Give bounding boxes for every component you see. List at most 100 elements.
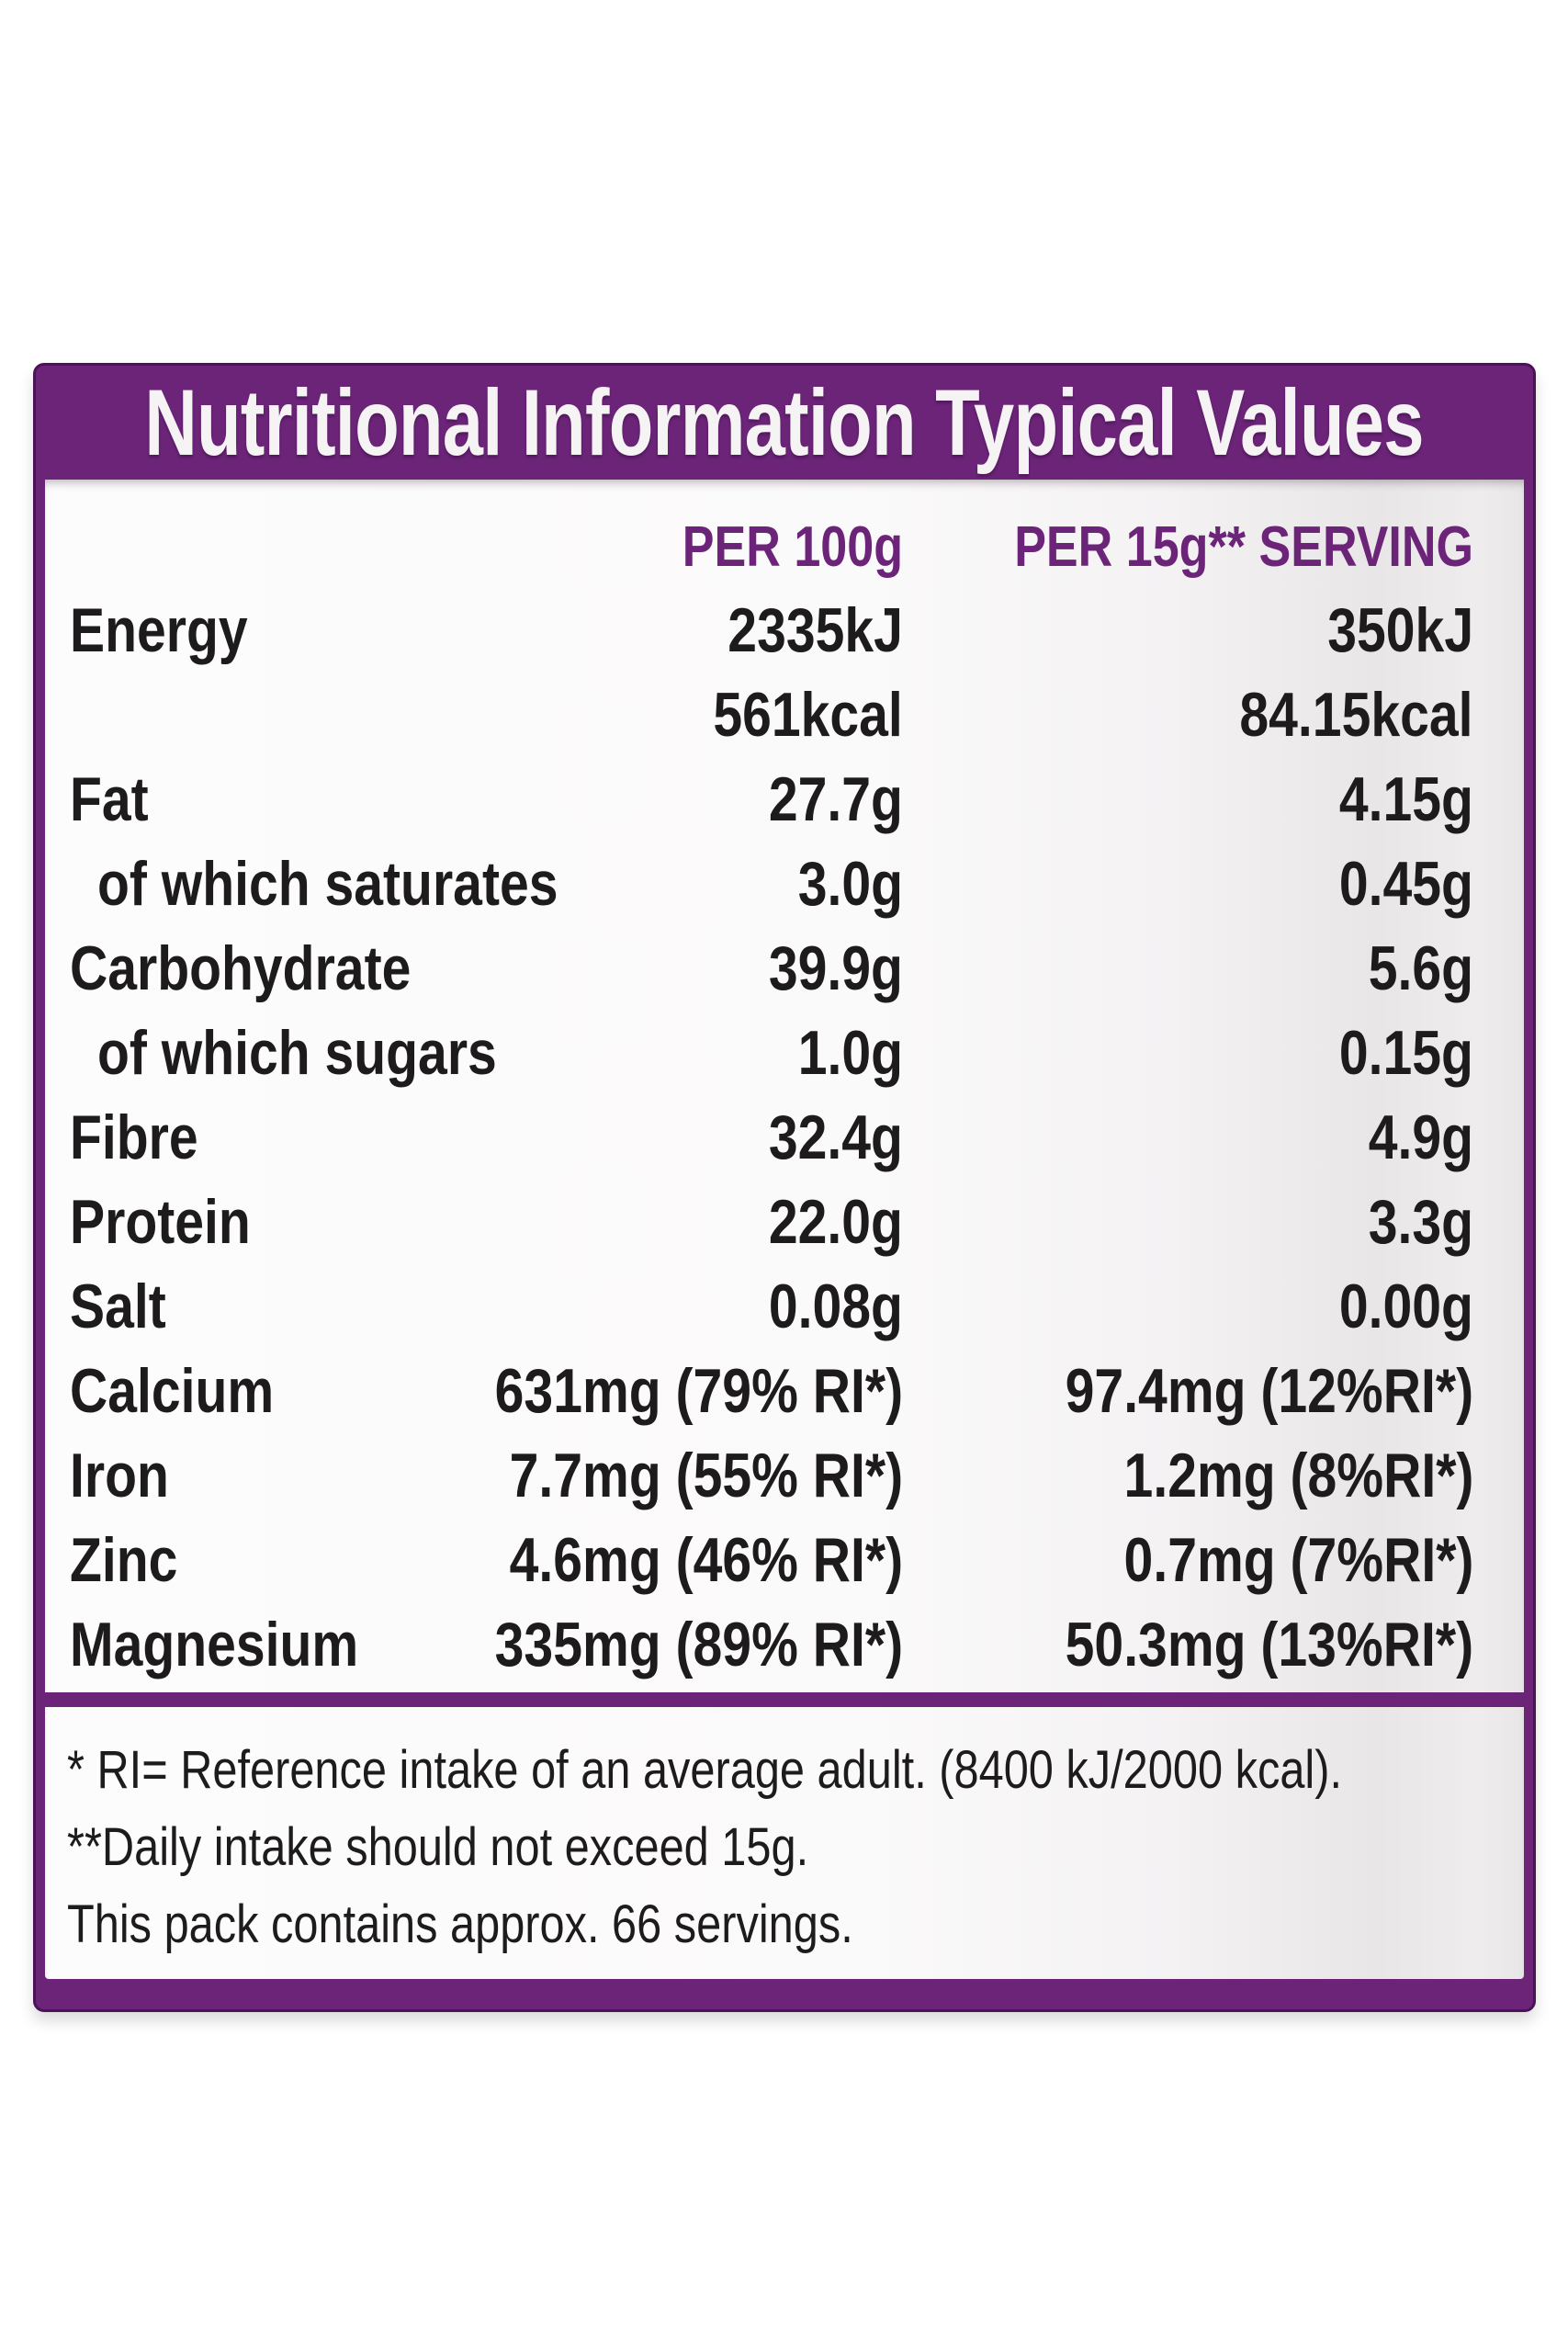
nutrient-name: Carbohydrate — [70, 933, 412, 1003]
per-serving-value: 0.15g — [1338, 1018, 1473, 1088]
per-serving-value-cell: 1.2mg (8%RI*) — [903, 1433, 1524, 1518]
per-100g-value-cell: 561kcal — [592, 673, 903, 757]
column-header-per-100g: PER 100g — [592, 480, 903, 588]
nutrient-name-cell: Carbohydrate — [45, 926, 592, 1011]
column-header-per-100g-label: PER 100g — [682, 514, 903, 579]
nutrient-name: Fibre — [70, 1102, 198, 1172]
nutrient-name: Fat — [70, 764, 149, 834]
table-row: of which sugars 1.0g 0.15g — [45, 1011, 1524, 1095]
per-100g-value: 3.0g — [797, 849, 903, 919]
per-serving-value-cell: 4.9g — [903, 1095, 1524, 1180]
footnote-daily-limit-text: **Daily intake should not exceed 15g. — [67, 1816, 809, 1877]
nutrient-name-cell: Iron — [45, 1433, 592, 1518]
per-100g-value: 27.7g — [768, 764, 903, 834]
per-100g-value: 2335kJ — [728, 595, 903, 665]
nutrient-name: Iron — [70, 1441, 169, 1510]
per-serving-value: 0.7mg (7%RI*) — [1123, 1525, 1473, 1595]
table-header: PER 100g PER 15g** SERVING — [45, 480, 1524, 588]
per-serving-value-cell: 84.15kcal — [903, 673, 1524, 757]
nutrient-name-cell: Zinc — [45, 1518, 592, 1602]
table-row: 561kcal 84.15kcal — [45, 673, 1524, 757]
per-100g-value: 4.6mg (46% RI*) — [509, 1525, 903, 1595]
column-header-nutrient — [45, 480, 592, 588]
per-serving-value-cell: 5.6g — [903, 926, 1524, 1011]
table-row: Fibre 32.4g 4.9g — [45, 1095, 1524, 1180]
per-100g-value: 0.08g — [768, 1272, 903, 1341]
nutrient-name: Energy — [70, 595, 248, 665]
label-body: PER 100g PER 15g** SERVING Energy 2335 — [45, 480, 1524, 1979]
per-serving-value: 0.45g — [1338, 849, 1473, 919]
nutrient-name: Magnesium — [70, 1610, 359, 1679]
per-100g-value: 39.9g — [768, 933, 903, 1003]
per-serving-value: 4.15g — [1338, 764, 1473, 834]
table-row: Iron 7.7mg (55% RI*) 1.2mg (8%RI*) — [45, 1433, 1524, 1518]
nutrient-name: Zinc — [70, 1525, 178, 1595]
table-row: Energy 2335kJ 350kJ — [45, 588, 1524, 673]
per-100g-value-cell: 7.7mg (55% RI*) — [509, 1433, 903, 1518]
per-100g-value-cell: 631mg (79% RI*) — [494, 1349, 902, 1433]
nutrient-name-cell: Calcium — [45, 1349, 592, 1433]
table-row: of which saturates 3.0g 0.45g — [45, 842, 1524, 926]
per-100g-value-cell: 32.4g — [592, 1095, 903, 1180]
per-100g-value-cell: 3.0g — [592, 842, 903, 926]
per-serving-value: 84.15kcal — [1239, 680, 1473, 750]
nutrient-name: Protein — [70, 1187, 251, 1257]
nutrient-name-cell: Magnesium — [45, 1602, 592, 1687]
nutrient-name: of which saturates — [97, 849, 558, 919]
table-row: Magnesium 335mg (89% RI*) 50.3mg (13%RI*… — [45, 1602, 1524, 1687]
nutrition-table-body: Energy 2335kJ 350kJ — [45, 588, 1524, 1687]
per-serving-value: 0.00g — [1338, 1272, 1473, 1341]
nutrient-name-cell: Protein — [45, 1180, 592, 1264]
table-row: Protein 22.0g 3.3g — [45, 1180, 1524, 1264]
nutrient-name-cell: of which sugars — [45, 1011, 592, 1095]
per-100g-value-cell: 39.9g — [592, 926, 903, 1011]
per-100g-value-cell: 2335kJ — [592, 588, 903, 673]
per-serving-value-cell: 4.15g — [903, 757, 1524, 842]
per-100g-value-cell: 4.6mg (46% RI*) — [509, 1518, 903, 1602]
per-serving-value: 350kJ — [1327, 595, 1473, 665]
footnote-reference-intake: * RI= Reference intake of an average adu… — [67, 1731, 1524, 1808]
nutrient-name-cell — [45, 673, 592, 757]
per-100g-value-cell: 1.0g — [592, 1011, 903, 1095]
column-header-per-serving: PER 15g** SERVING — [903, 480, 1524, 588]
per-serving-value: 3.3g — [1368, 1187, 1473, 1257]
footnote-servings-count-text: This pack contains approx. 66 servings. — [67, 1894, 853, 1954]
per-serving-value: 50.3mg (13%RI*) — [1065, 1610, 1473, 1679]
table-row: Calcium 631mg (79% RI*) 97.4mg (12%RI*) — [45, 1349, 1524, 1433]
per-100g-value: 561kcal — [713, 680, 903, 750]
per-serving-value-cell: 50.3mg (13%RI*) — [903, 1602, 1524, 1687]
nutrition-table: PER 100g PER 15g** SERVING Energy 2335 — [45, 480, 1524, 1687]
per-100g-value-cell: 335mg (89% RI*) — [494, 1602, 902, 1687]
per-100g-value-cell: 22.0g — [592, 1180, 903, 1264]
nutrient-name: of which sugars — [97, 1018, 497, 1088]
per-100g-value: 335mg (89% RI*) — [494, 1610, 903, 1679]
per-serving-value: 4.9g — [1368, 1102, 1473, 1172]
table-row: Fat 27.7g 4.15g — [45, 757, 1524, 842]
per-serving-value: 1.2mg (8%RI*) — [1123, 1441, 1473, 1510]
per-serving-value-cell: 0.45g — [903, 842, 1524, 926]
per-serving-value-cell: 0.15g — [903, 1011, 1524, 1095]
nutrient-name-cell: Salt — [45, 1264, 592, 1349]
per-serving-value-cell: 0.00g — [903, 1264, 1524, 1349]
table-row: Carbohydrate 39.9g 5.6g — [45, 926, 1524, 1011]
per-100g-value-cell: 27.7g — [592, 757, 903, 842]
table-row: Zinc 4.6mg (46% RI*) 0.7mg (7%RI*) — [45, 1518, 1524, 1602]
nutrient-name: Calcium — [70, 1356, 275, 1426]
footnote-reference-intake-text: * RI= Reference intake of an average adu… — [67, 1739, 1343, 1800]
per-serving-value-cell: 350kJ — [903, 588, 1524, 673]
per-100g-value-cell: 0.08g — [592, 1264, 903, 1349]
footnotes: * RI= Reference intake of an average adu… — [45, 1707, 1524, 1962]
per-serving-value-cell: 3.3g — [903, 1180, 1524, 1264]
column-header-per-serving-label: PER 15g** SERVING — [1014, 514, 1473, 579]
nutrient-name-cell: of which saturates — [45, 842, 592, 926]
per-serving-value-cell: 0.7mg (7%RI*) — [903, 1518, 1524, 1602]
table-row: Salt 0.08g 0.00g — [45, 1264, 1524, 1349]
per-100g-value: 7.7mg (55% RI*) — [509, 1441, 903, 1510]
page-title: Nutritional Information Typical Values — [144, 369, 1425, 475]
nutrition-label-panel: Nutritional Information Typical Values P… — [33, 363, 1536, 2012]
footnote-divider — [45, 1692, 1524, 1707]
per-100g-value: 631mg (79% RI*) — [494, 1356, 903, 1426]
per-100g-value: 22.0g — [768, 1187, 903, 1257]
header-band: Nutritional Information Typical Values — [45, 366, 1524, 480]
per-100g-value: 1.0g — [797, 1018, 903, 1088]
